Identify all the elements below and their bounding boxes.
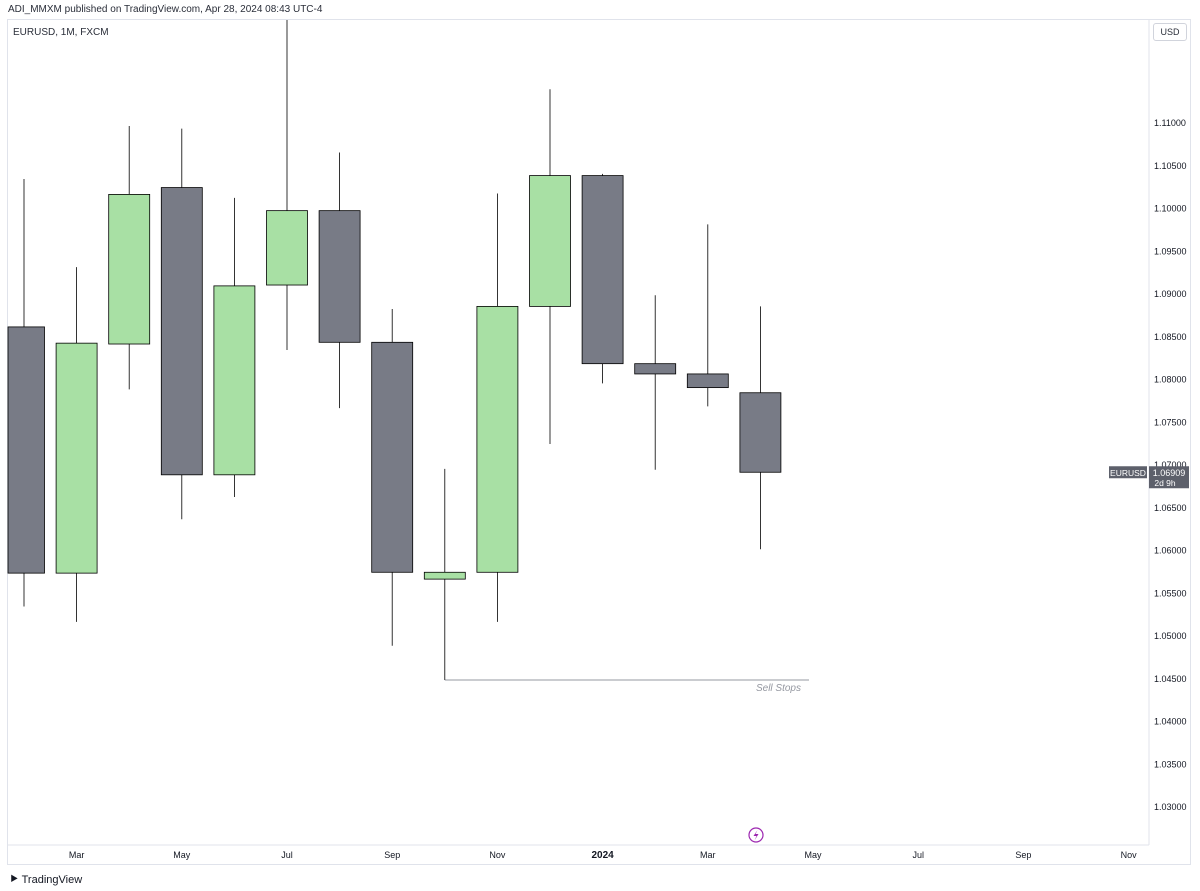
price-tick-label: 1.03500 — [1154, 759, 1187, 769]
symbol-badge — [1109, 466, 1147, 479]
tradingview-logo-icon: ⯈ — [9, 872, 19, 886]
time-tick-label: Mar — [700, 850, 716, 860]
time-tick-label: Nov — [1121, 850, 1138, 860]
candle[interactable] — [213, 197, 256, 498]
time-tick-label: Jul — [912, 850, 924, 860]
price-tick-label: 1.11000 — [1154, 118, 1186, 128]
price-tick-label: 1.09000 — [1154, 289, 1187, 299]
price-badge-value: 1.06909 — [1153, 468, 1186, 478]
time-tick-label: Sep — [384, 850, 400, 860]
candle-body-up — [55, 342, 98, 574]
currency-button[interactable]: USD — [1153, 23, 1187, 41]
time-tick-label: Nov — [489, 850, 506, 860]
candle-body-down — [739, 392, 782, 473]
candle-body-down — [634, 363, 677, 375]
time-tick-label: May — [173, 850, 191, 860]
candle[interactable] — [739, 306, 782, 550]
symbol-badge-label: EURUSD — [1110, 468, 1146, 478]
price-tick-label: 1.07500 — [1154, 417, 1187, 427]
candle[interactable] — [160, 128, 203, 520]
price-tick-label: 1.04500 — [1154, 674, 1187, 684]
candle-body-down — [581, 175, 624, 365]
price-tick-label: 1.05000 — [1154, 631, 1187, 641]
price-tick-label: 1.10000 — [1154, 204, 1187, 214]
event-marker[interactable] — [748, 827, 764, 843]
price-tick-label: 1.04000 — [1154, 717, 1187, 727]
price-tick-label: 1.06000 — [1154, 546, 1187, 556]
price-tick-label: 1.08500 — [1154, 332, 1187, 342]
price-tick-label: 1.03000 — [1154, 802, 1187, 812]
candle[interactable] — [581, 173, 624, 384]
symbol-legend[interactable]: EURUSD, 1M, FXCM — [13, 27, 109, 38]
price-tick-label: 1.06500 — [1154, 503, 1187, 513]
candle[interactable] — [266, 20, 308, 350]
price-badge-countdown: 2d 9h — [1154, 478, 1176, 488]
time-tick-label: Sep — [1015, 850, 1031, 860]
price-tick-label: 1.07000 — [1154, 460, 1187, 470]
candle-body-down — [160, 187, 203, 476]
candle-body-up — [108, 194, 151, 345]
candle-body-down — [318, 210, 361, 343]
price-tick-label: 1.09500 — [1154, 246, 1187, 256]
candle-body-up — [476, 305, 519, 573]
time-tick-label: 2024 — [591, 850, 614, 861]
candle-body-up — [266, 210, 308, 286]
candle-body-down — [686, 373, 729, 389]
chart-pane[interactable] — [7, 19, 1191, 865]
candle[interactable] — [423, 468, 466, 680]
price-tick-label: 1.10500 — [1154, 161, 1187, 171]
candle[interactable] — [371, 308, 414, 646]
candle-layer[interactable] — [7, 20, 782, 680]
candle-body-up — [423, 571, 466, 580]
candle[interactable] — [318, 152, 361, 409]
time-tick-label: Mar — [69, 850, 85, 860]
price-axis[interactable]: 1.03000 1.03500 1.04000 1.04500 1.05000 1.055… — [1148, 20, 1187, 845]
price-tick-label: 1.08000 — [1154, 375, 1187, 385]
price-tick-label: 1.05500 — [1154, 588, 1187, 598]
sell-stops-label: Sell Stops — [756, 683, 801, 694]
candle[interactable] — [55, 267, 98, 622]
time-tick-label: May — [804, 850, 822, 860]
candle-body-up — [529, 175, 571, 307]
candle[interactable] — [108, 126, 151, 390]
lightning-icon-bolt — [753, 830, 759, 841]
time-axis[interactable]: Mar May Jul Sep Nov 2024 Mar May Jul Sep Nov — [8, 844, 1149, 861]
annotation-layer[interactable]: Sell Stops — [444, 679, 809, 694]
candle[interactable] — [529, 89, 571, 445]
tradingview-branding[interactable]: ⯈ TradingView — [9, 872, 82, 887]
brand-name: TradingView — [21, 873, 83, 886]
candle-body-down — [7, 326, 45, 574]
candle-body-down — [371, 341, 414, 573]
time-tick-label: Jul — [281, 850, 293, 860]
candle[interactable] — [634, 295, 677, 470]
candle[interactable] — [686, 224, 729, 407]
price-badge — [1149, 466, 1189, 489]
candle-body-up — [213, 285, 256, 476]
published-info: ADI_MMXM published on TradingView.com, A… — [8, 4, 323, 15]
lightning-icon[interactable] — [748, 827, 764, 843]
candle[interactable] — [7, 179, 45, 607]
candle[interactable] — [476, 193, 519, 622]
